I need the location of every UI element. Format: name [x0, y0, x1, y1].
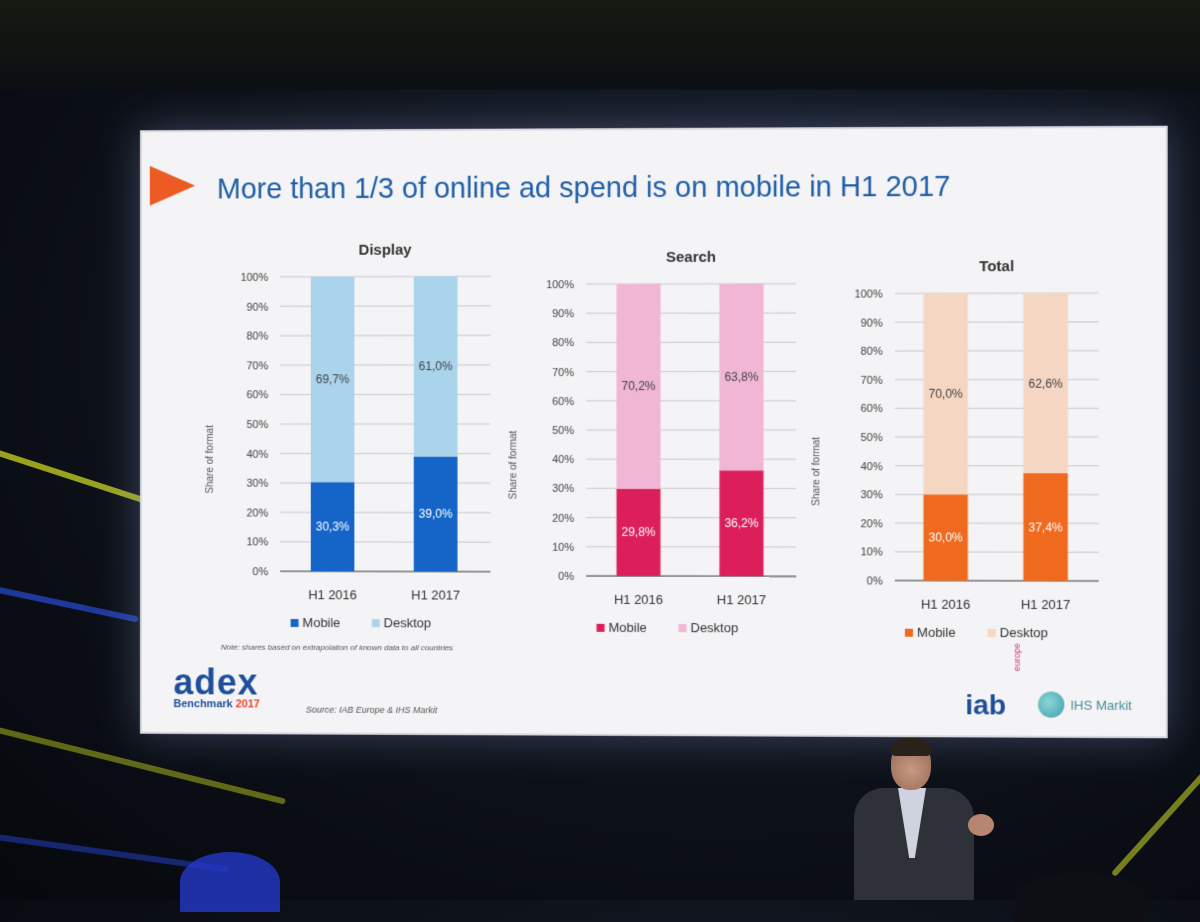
y-tick-label: 10%: [861, 547, 883, 559]
bar-value-label: 70,0%: [929, 387, 964, 401]
y-tick-label: 60%: [552, 396, 574, 408]
y-tick-label: 30%: [552, 483, 574, 495]
x-tick-label: H1 2017: [717, 592, 766, 607]
legend-label: Desktop: [691, 620, 739, 635]
projection-screen: More than 1/3 of online ad spend is on m…: [140, 126, 1168, 739]
audience-silhouette: [1015, 872, 1145, 922]
y-tick-label: 20%: [552, 512, 574, 524]
ihs-markit-logo: IHS Markit: [1070, 698, 1131, 713]
y-tick-label: 40%: [552, 454, 574, 466]
legend-label: Mobile: [302, 615, 340, 630]
legend-swatch: [988, 629, 996, 637]
legend-swatch: [905, 629, 913, 637]
stage-light-beam: [0, 439, 156, 507]
bar-value-label: 61,0%: [419, 359, 453, 373]
bar-value-label: 29,8%: [622, 525, 656, 539]
stage-truss: [0, 0, 1200, 90]
bar-value-label: 70,2%: [622, 379, 656, 393]
chart-title: Total: [979, 258, 1014, 275]
bar-value-label: 69,7%: [316, 372, 350, 386]
y-tick-label: 20%: [861, 518, 883, 530]
y-tick-label: 90%: [247, 301, 269, 313]
legend-swatch: [372, 619, 380, 627]
stage-light-beam: [0, 583, 139, 622]
y-tick-label: 70%: [247, 360, 269, 372]
bar-value-label: 37,4%: [1028, 520, 1063, 534]
presenter-hand: [968, 814, 994, 836]
y-tick-label: 30%: [247, 478, 269, 490]
y-tick-label: 40%: [247, 448, 269, 460]
legend-label: Desktop: [384, 615, 431, 630]
chart-title: Search: [666, 249, 716, 266]
y-tick-label: 70%: [552, 367, 574, 379]
legend-label: Mobile: [609, 620, 647, 635]
y-tick-label: 30%: [861, 489, 883, 501]
legend-swatch: [679, 624, 687, 632]
y-tick-label: 100%: [854, 288, 883, 300]
adex-subtitle: Benchmark 2017: [173, 698, 259, 710]
bar-value-label: 62,6%: [1028, 376, 1063, 390]
legend-label: Mobile: [917, 625, 956, 640]
y-tick-label: 0%: [253, 566, 269, 578]
legend-label: Desktop: [1000, 625, 1048, 640]
slide-source: Source: IAB Europe & IHS Markit: [306, 705, 437, 715]
bar-value-label: 30,0%: [929, 530, 964, 544]
x-tick-label: H1 2016: [614, 592, 663, 607]
chart-title: Display: [359, 242, 413, 259]
y-tick-label: 20%: [247, 507, 269, 519]
adex-year: 2017: [236, 698, 260, 710]
y-tick-label: 70%: [861, 375, 883, 387]
audience-silhouette: [180, 852, 280, 912]
y-tick-label: 10%: [247, 537, 269, 549]
bar-value-label: 63,8%: [724, 370, 758, 384]
y-tick-label: 100%: [241, 272, 269, 284]
x-tick-label: H1 2017: [1021, 597, 1071, 612]
adex-text: adex: [173, 661, 258, 702]
y-tick-label: 90%: [861, 317, 883, 329]
y-tick-label: 50%: [861, 432, 883, 444]
y-tick-label: 100%: [546, 279, 574, 291]
x-tick-label: H1 2016: [921, 597, 971, 612]
y-tick-label: 60%: [247, 390, 269, 402]
y-tick-label: 80%: [552, 337, 574, 349]
adex-logo: adex Benchmark 2017: [173, 664, 259, 710]
iab-tagline: europe: [1012, 643, 1022, 671]
y-tick-label: 10%: [552, 542, 574, 554]
y-tick-label: 50%: [552, 425, 574, 437]
iab-logo: iab: [965, 689, 1006, 721]
bar-value-label: 30,3%: [316, 520, 350, 534]
presenter: [846, 738, 996, 900]
bar-value-label: 39,0%: [419, 507, 453, 521]
y-tick-label: 50%: [247, 419, 269, 431]
y-axis-label: Share of format: [205, 425, 216, 494]
y-tick-label: 0%: [867, 575, 883, 587]
adex-sub-text: Benchmark: [173, 698, 232, 710]
y-tick-label: 60%: [861, 403, 883, 415]
y-tick-label: 0%: [558, 571, 574, 583]
slide-note: Note: shares based on extrapolation of k…: [221, 643, 453, 653]
presenter-hair: [891, 738, 931, 756]
y-tick-label: 90%: [552, 308, 574, 320]
stage-light-beam: [1111, 769, 1200, 877]
adex-wordmark: adex: [173, 664, 259, 700]
legend-swatch: [597, 624, 605, 632]
y-tick-label: 40%: [861, 461, 883, 473]
x-tick-label: H1 2016: [308, 587, 357, 602]
y-tick-label: 80%: [247, 331, 269, 343]
ihs-globe-icon: [1038, 691, 1064, 717]
x-tick-label: H1 2017: [411, 587, 460, 602]
y-axis-label: Share of format: [508, 430, 519, 499]
y-tick-label: 80%: [861, 346, 883, 358]
bar-value-label: 36,2%: [724, 516, 758, 530]
legend-swatch: [291, 619, 299, 627]
y-axis-label: Share of format: [811, 437, 822, 506]
